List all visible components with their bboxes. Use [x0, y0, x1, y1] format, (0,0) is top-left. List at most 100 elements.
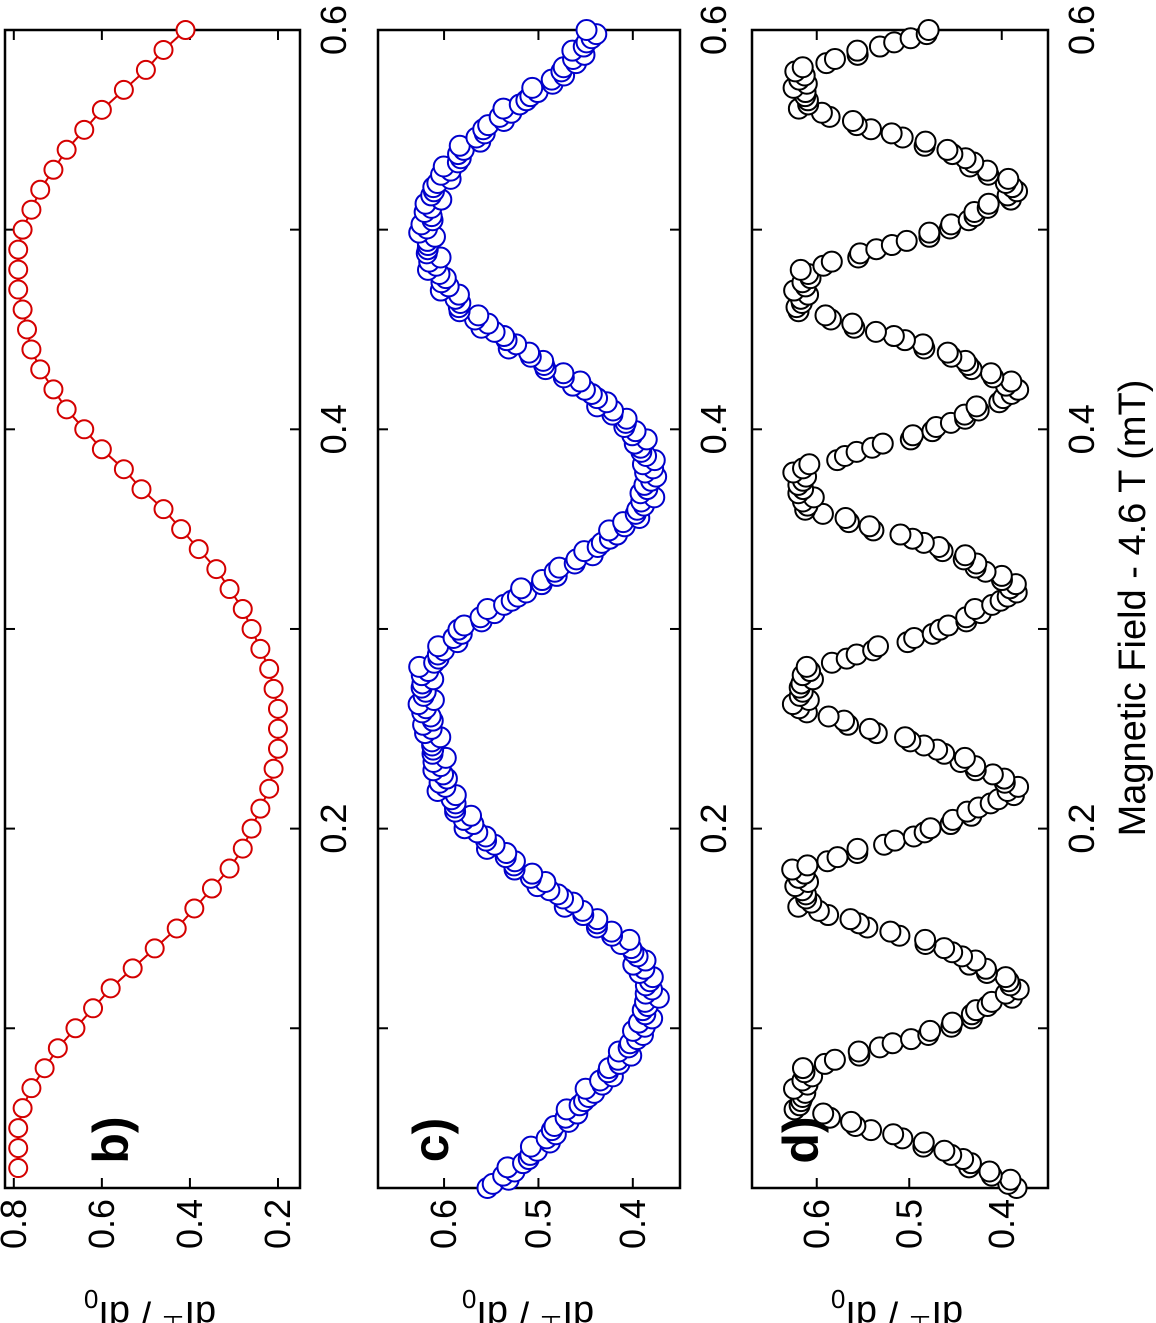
data-point [250, 638, 271, 659]
data-point [201, 878, 222, 899]
data-point [919, 817, 942, 840]
data-point [241, 818, 262, 839]
data-point [8, 259, 29, 280]
panel-b: 0.2 0.4 0.6 0.2 0.4 0.6 0.8 b) [0, 5, 354, 1249]
data-point [259, 658, 280, 679]
data-point [882, 325, 905, 348]
data-point [936, 138, 959, 161]
data-point [867, 635, 890, 658]
panel-c: 0.2 0.4 0.6 0.4 0.5 0.6 c) [378, 5, 734, 1249]
panel-d-frame [750, 28, 1050, 1190]
data-point [858, 717, 881, 740]
panel-label: b) [83, 1116, 139, 1163]
y-tick-label: 0.2 [257, 1199, 298, 1249]
x-tick-label: 0.6 [693, 5, 734, 55]
y-tick-label: 0.4 [612, 1199, 653, 1249]
data-point [791, 56, 814, 79]
data-point [43, 379, 64, 400]
data-point [91, 439, 112, 460]
data-point [241, 618, 262, 639]
data-point [184, 898, 205, 919]
data-point [914, 928, 937, 951]
data-point [113, 459, 134, 480]
data-point [232, 599, 253, 619]
data-point [937, 614, 960, 637]
data-point [858, 515, 881, 538]
data-point [846, 837, 869, 860]
x-tick-label: 0.6 [1061, 5, 1102, 55]
data-point [933, 1139, 956, 1162]
data-point [74, 419, 95, 440]
data-point [953, 746, 976, 769]
data-point [789, 258, 812, 281]
y-tick-label: 0.4 [169, 1199, 210, 1249]
data-point [21, 1078, 42, 1099]
x-tick-label: 0.6 [313, 5, 354, 55]
data-point [56, 399, 77, 420]
data-point [997, 167, 1020, 190]
data-point [889, 523, 912, 546]
x-tick-label: 0.4 [313, 404, 354, 454]
data-point [847, 1040, 870, 1063]
data-point [826, 846, 849, 869]
data-point [267, 698, 288, 719]
y-tick-label: 0.5 [888, 1199, 929, 1249]
y-axis-title-c: dI⊥ / dI0 [462, 1284, 594, 1323]
svg-text:dI⊥ / dI0: dI⊥ / dI0 [462, 1284, 594, 1323]
data-point [999, 1168, 1022, 1191]
data-point [911, 333, 934, 356]
panel-label: c) [403, 1118, 459, 1162]
data-point [823, 1048, 846, 1071]
data-point [91, 99, 112, 120]
data-point [30, 359, 51, 380]
panel-d: 0.2 0.4 0.6 0.4 0.5 0.6 d) [752, 5, 1102, 1249]
data-point [994, 966, 1017, 989]
panel-b-frame [3, 28, 302, 1190]
data-point [219, 858, 240, 879]
data-point [817, 705, 840, 728]
data-point [977, 192, 1000, 215]
x-tick-label: 0.2 [1061, 804, 1102, 854]
series-line [17, 29, 279, 1169]
data-point [864, 320, 887, 343]
data-point [153, 39, 174, 60]
data-point [841, 312, 864, 335]
data-point [8, 1158, 29, 1179]
data-point [796, 854, 819, 877]
data-point [871, 432, 894, 455]
data-point [552, 362, 575, 385]
data-point [965, 395, 988, 418]
data-point [879, 920, 902, 943]
data-point [250, 798, 271, 819]
data-point [954, 544, 977, 567]
data-point [883, 829, 906, 852]
data-point [1000, 370, 1023, 393]
x-axis-title: Magnetic Field - 4.6 T (mT) [1112, 380, 1154, 837]
data-point [980, 362, 1003, 385]
data-point [83, 998, 104, 1019]
data-point [74, 119, 95, 140]
data-point [232, 838, 253, 859]
data-point [812, 1102, 835, 1125]
data-point [933, 937, 956, 960]
y-axis-title-d: dI⊥ / dI0 [831, 1284, 963, 1323]
data-point [12, 219, 33, 240]
data-point [467, 304, 490, 327]
data-point [153, 499, 174, 520]
data-point [21, 339, 42, 360]
data-point [65, 1018, 86, 1039]
data-point [263, 678, 284, 699]
data-point [8, 239, 29, 260]
data-point [113, 79, 134, 100]
data-point [521, 862, 544, 885]
data-point [795, 655, 818, 678]
data-point [840, 1110, 863, 1133]
data-point [8, 279, 29, 300]
data-point [100, 978, 121, 999]
data-point [219, 579, 240, 600]
data-point [135, 59, 156, 80]
data-point [575, 19, 598, 41]
data-point [903, 626, 926, 649]
x-tick-label: 0.4 [1061, 404, 1102, 454]
